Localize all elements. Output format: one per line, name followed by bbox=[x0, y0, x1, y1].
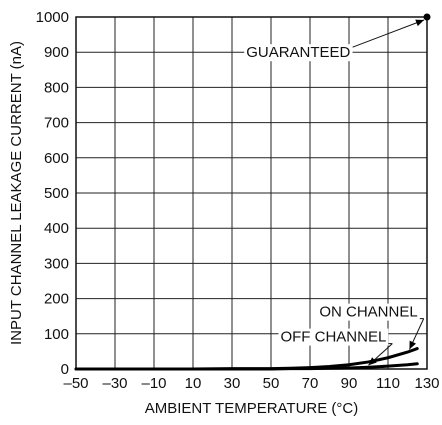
x-tick-label: –50 bbox=[63, 375, 88, 392]
y-tick-label: 600 bbox=[44, 150, 69, 167]
y-tick-label: 1000 bbox=[36, 9, 69, 26]
y-tick-labels: 0 100 200 300 400 500 600 700 800 900 1000 bbox=[36, 9, 69, 378]
series-layer bbox=[74, 347, 419, 371]
y-tick-label: 300 bbox=[44, 255, 69, 272]
y-axis-label: INPUT CHANNEL LEAKAGE CURRENT (nA) bbox=[8, 41, 25, 345]
y-tick-label: 900 bbox=[44, 44, 69, 61]
annotations: GUARANTEED ON CHANNEL OFF CHANNEL bbox=[244, 44, 420, 346]
x-tick-label: 10 bbox=[185, 375, 202, 392]
x-axis-label: AMBIENT TEMPERATURE (°C) bbox=[145, 400, 359, 417]
annotation-arrowhead bbox=[368, 357, 377, 366]
annotation-backdrop bbox=[278, 328, 389, 346]
y-tick-label: 500 bbox=[44, 185, 69, 202]
x-tick-labels: –50 –30 –10 10 30 50 70 90 110 130 bbox=[63, 375, 439, 392]
x-tick-label: 90 bbox=[341, 375, 358, 392]
annotation-guaranteed: GUARANTEED bbox=[246, 44, 350, 61]
x-tick-label: 70 bbox=[302, 375, 319, 392]
x-tick-label: 50 bbox=[263, 375, 280, 392]
y-tick-label: 800 bbox=[44, 79, 69, 96]
x-tick-label: 30 bbox=[224, 375, 241, 392]
annotation-backdrop bbox=[244, 44, 353, 62]
x-tick-label: 130 bbox=[414, 375, 439, 392]
y-tick-label: 700 bbox=[44, 115, 69, 132]
y-tick-label: 100 bbox=[44, 326, 69, 343]
y-tick-label: 400 bbox=[44, 220, 69, 237]
annotation-leaders bbox=[352, 19, 425, 366]
annotation-arrowhead bbox=[409, 340, 416, 350]
x-tick-label: –10 bbox=[141, 375, 166, 392]
series-off-channel-line bbox=[74, 362, 419, 371]
annotation-backdrop bbox=[317, 303, 420, 321]
x-tick-label: 110 bbox=[376, 375, 400, 392]
annotation-arrowhead bbox=[415, 19, 424, 27]
annotation-off-channel: OFF CHANNEL bbox=[280, 329, 386, 346]
guaranteed-point bbox=[423, 13, 431, 21]
point-layer bbox=[423, 13, 431, 21]
y-tick-label: 0 bbox=[61, 361, 69, 378]
x-tick-label: –30 bbox=[102, 375, 127, 392]
annotation-leader-guaranteed bbox=[352, 19, 425, 48]
y-tick-label: 200 bbox=[44, 291, 69, 308]
annotation-on-channel: ON CHANNEL bbox=[319, 304, 417, 321]
